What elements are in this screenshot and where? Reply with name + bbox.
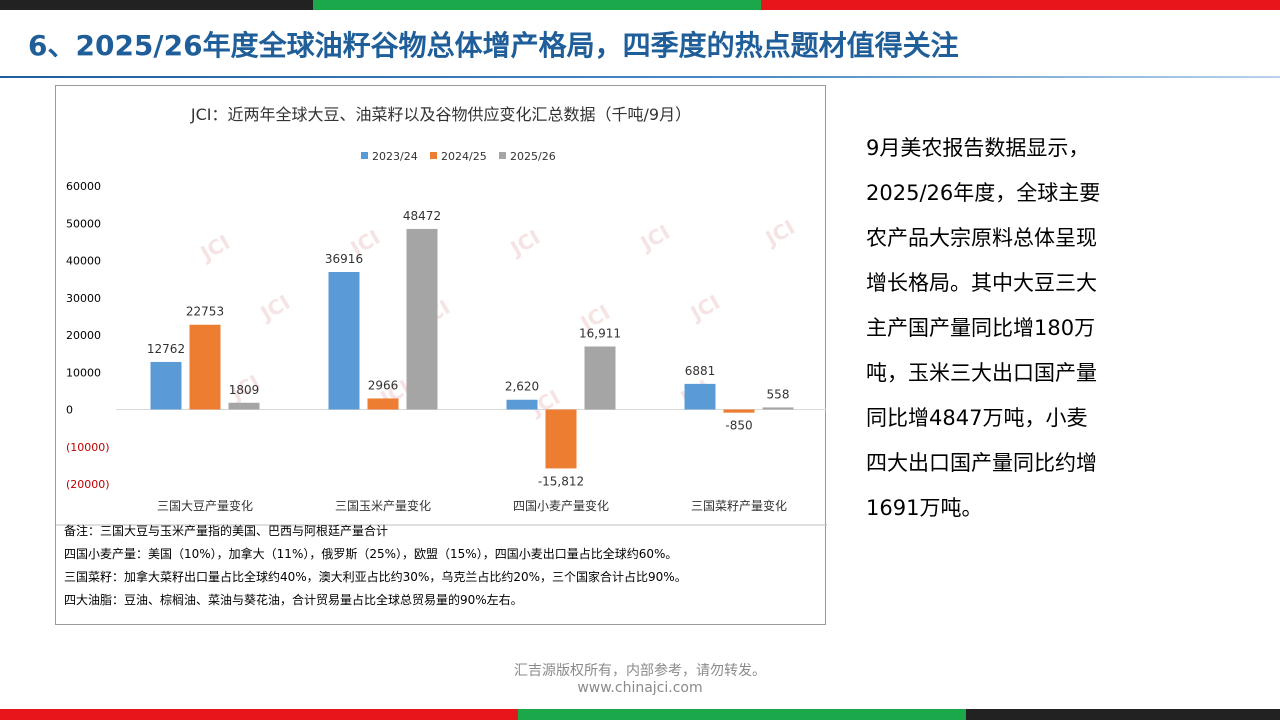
- commentary-line: 农产品大宗原料总体呈现: [866, 226, 1097, 250]
- legend-swatch: [361, 152, 368, 159]
- bottom-color-stripe: [0, 709, 1280, 720]
- bar: [545, 409, 577, 469]
- legend-swatch: [430, 152, 437, 159]
- y-tick-label: (20000): [66, 478, 110, 491]
- data-label: 12762: [147, 342, 185, 356]
- data-label: 6881: [685, 364, 716, 378]
- commentary-line: 主产国产量同比增180万: [866, 316, 1096, 340]
- bar: [328, 271, 360, 410]
- data-label: 16,911: [579, 327, 621, 341]
- y-tick-label: 20000: [66, 329, 101, 342]
- commentary-text: 9月美农报告数据显示， 2025/26年度，全球主要 农产品大宗原料总体呈现 增…: [866, 126, 1146, 531]
- top-stripe-dark: [0, 0, 313, 10]
- bar: [189, 324, 221, 410]
- data-label: 558: [767, 387, 790, 401]
- commentary-line: 吨，玉米三大出口国产量: [866, 361, 1097, 385]
- top-color-stripe: [0, 0, 1280, 10]
- data-label: 2,620: [505, 380, 539, 394]
- footer-copyright: 汇吉源版权所有，内部参考，请勿转发。: [514, 663, 766, 679]
- data-label: 48472: [403, 209, 441, 223]
- y-tick-label: 40000: [66, 255, 101, 268]
- footer-website: www.chinajci.com: [577, 680, 703, 696]
- data-label: 22753: [186, 305, 224, 319]
- legend-swatch: [499, 152, 506, 159]
- note-line: 三国菜籽：加拿大菜籽出口量占比全球约40%，澳大利亚占比约30%，乌克兰占比约2…: [64, 570, 687, 584]
- commentary-line: 2025/26年度，全球主要: [866, 181, 1101, 205]
- commentary-line: 1691万吨。: [866, 496, 983, 520]
- watermark-text: JCI: [505, 225, 544, 262]
- bar: [506, 399, 538, 410]
- y-tick-label: 50000: [66, 217, 101, 230]
- bottom-stripe-red: [0, 709, 518, 720]
- bar: [723, 409, 755, 413]
- y-tick-label: 10000: [66, 366, 101, 379]
- bottom-stripe-dark: [966, 709, 1280, 720]
- commentary-line: 同比增4847万吨，小麦: [866, 406, 1088, 430]
- y-tick-label: 30000: [66, 292, 101, 305]
- note-line: 四大油脂：豆油、棕榈油、菜油与葵花油，合计贸易量占比全球总贸易量的90%左右。: [64, 593, 523, 607]
- top-stripe-green: [313, 0, 761, 10]
- data-label: -15,812: [538, 474, 584, 488]
- y-tick-label: 0: [66, 404, 73, 417]
- commentary-line: 四大出口国产量同比约增: [866, 451, 1097, 475]
- bar: [367, 398, 399, 410]
- y-tick-label: (10000): [66, 441, 110, 454]
- legend-label: 2025/26: [510, 150, 556, 163]
- legend-label: 2023/24: [372, 150, 418, 163]
- legend-label: 2024/25: [441, 150, 487, 163]
- bar: [762, 407, 794, 410]
- commentary-line: 9月美农报告数据显示，: [866, 136, 1090, 160]
- watermark-text: JCI: [195, 230, 234, 267]
- note-line: 四国小麦产量：美国（10%），加拿大（11%），俄罗斯（25%），欧盟（15%）…: [64, 547, 678, 561]
- bar: [584, 346, 616, 410]
- bottom-stripe-green: [518, 709, 966, 720]
- chart-title: JCI：近两年全球大豆、油菜籽以及谷物供应变化汇总数据（千吨/9月）: [190, 105, 691, 124]
- bar: [150, 361, 182, 410]
- top-stripe-red: [761, 0, 1280, 10]
- bar: [228, 402, 260, 410]
- watermark-text: JCI: [255, 290, 294, 327]
- chart-frame: JCIJCIJCIJCIJCIJCIJCIJCIJCIJCIJCIJCIJCIJ…: [55, 85, 827, 625]
- data-label: 1809: [229, 383, 260, 397]
- watermark-text: JCI: [760, 215, 799, 252]
- commentary-line: 增长格局。其中大豆三大: [866, 271, 1097, 295]
- x-category-label: 四国小麦产量变化: [513, 498, 609, 513]
- x-category-label: 三国玉米产量变化: [335, 498, 431, 513]
- data-label: 2966: [368, 378, 399, 392]
- watermark-text: JCI: [685, 290, 724, 327]
- bar: [406, 228, 438, 410]
- data-label: -850: [725, 419, 752, 433]
- y-tick-label: 60000: [66, 180, 101, 193]
- watermark-text: JCI: [635, 220, 674, 257]
- page-title: 6、2025/26年度全球油籽谷物总体增产格局，四季度的热点题材值得关注: [28, 29, 959, 62]
- chart-notes: 备注：三国大豆与玉米产量指的美国、巴西与阿根廷产量合计 四国小麦产量：美国（10…: [64, 520, 764, 612]
- x-category-label: 三国菜籽产量变化: [691, 498, 787, 513]
- bar: [684, 383, 716, 410]
- note-line: 备注：三国大豆与玉米产量指的美国、巴西与阿根廷产量合计: [64, 524, 389, 538]
- data-label: 36916: [325, 252, 363, 266]
- bar-chart: JCIJCIJCIJCIJCIJCIJCIJCIJCIJCIJCIJCIJCIJ…: [56, 105, 827, 526]
- title-underline: [0, 76, 1280, 78]
- x-category-label: 三国大豆产量变化: [157, 498, 253, 513]
